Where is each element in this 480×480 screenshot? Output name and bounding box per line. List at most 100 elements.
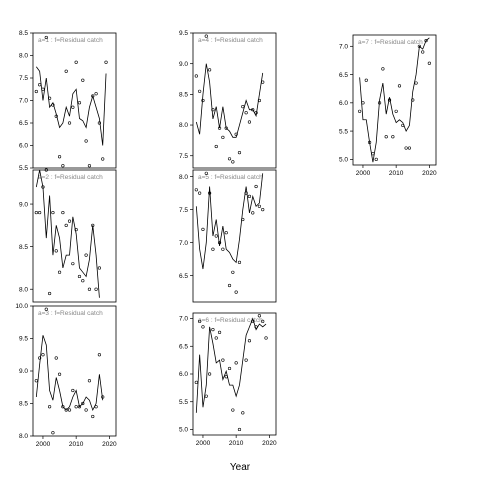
y-tick-label: 8.5: [179, 92, 188, 99]
observed-point: [87, 164, 92, 168]
observed-point: [217, 126, 222, 130]
observed-point: [374, 157, 378, 161]
observed-point: [41, 87, 45, 91]
observed-point: [244, 358, 248, 362]
observed-point: [64, 69, 68, 73]
observed-point: [74, 228, 78, 232]
y-tick-label: 8.0: [179, 174, 188, 181]
observed-point: [204, 34, 208, 38]
observed-point: [34, 379, 38, 383]
panel-frame: [32, 32, 117, 169]
panel-1: a=1 : f=Residual catch 5.5 6.0 6.5 7.0 7.5 8.0…: [19, 30, 117, 172]
panel-title: a=2 : f=Residual catch: [38, 174, 103, 181]
observed-point: [387, 98, 392, 102]
fitted-line: [35, 335, 104, 412]
observed-point: [38, 83, 42, 87]
observed-point: [244, 191, 248, 195]
observed-point: [41, 353, 45, 357]
observed-point: [91, 94, 95, 98]
panel-frame: [352, 34, 437, 166]
observed-point: [237, 260, 242, 265]
y-tick-label: 8.5: [19, 30, 28, 37]
x-axis-label: Year: [230, 462, 251, 473]
observed-point: [101, 395, 105, 399]
observed-point: [227, 157, 232, 161]
y-tick-label: 7.0: [179, 240, 188, 247]
observed-point: [427, 61, 431, 65]
observed-point: [74, 405, 78, 409]
observed-point: [44, 307, 48, 311]
observed-point: [34, 210, 38, 215]
y-tick-label: 5.5: [19, 165, 28, 172]
fitted-line: [35, 66, 107, 146]
observed-point: [397, 84, 402, 88]
observed-point: [261, 319, 265, 323]
observed-point: [57, 372, 62, 376]
y-tick-label: 10.0: [15, 303, 28, 310]
observed-point: [231, 408, 235, 412]
y-tick-label: 9.0: [19, 201, 28, 208]
observed-point: [261, 80, 265, 84]
observed-point: [377, 101, 382, 105]
observed-point: [201, 98, 205, 103]
observed-point: [77, 101, 82, 105]
observed-point: [54, 249, 58, 253]
x-tick-label: 2020: [102, 441, 117, 448]
observed-point: [91, 414, 95, 419]
observed-point: [47, 405, 52, 409]
x-tick-label: 2020: [422, 170, 437, 177]
observed-point: [44, 168, 48, 172]
observed-point: [364, 78, 368, 82]
observed-point: [41, 185, 45, 189]
x-tick-label: 2010: [69, 441, 84, 448]
panel-title: a=1 : f=Residual catch: [38, 37, 103, 44]
observed-point: [414, 81, 418, 85]
observed-point: [234, 361, 238, 365]
observed-point: [47, 96, 52, 100]
y-tick-label: 5.5: [339, 128, 348, 135]
observed-point: [211, 247, 215, 251]
observed-point: [261, 208, 265, 212]
observed-point: [74, 60, 78, 64]
observed-point: [214, 234, 218, 238]
observed-point: [217, 330, 222, 335]
observed-point: [194, 188, 198, 192]
observed-point: [51, 103, 55, 107]
observed-point: [64, 223, 68, 227]
observed-point: [247, 339, 252, 343]
observed-point: [257, 98, 262, 103]
fitted-line: [195, 63, 264, 138]
observed-point: [77, 405, 82, 409]
observed-point: [201, 227, 205, 231]
fitted-line: [35, 169, 100, 298]
observed-point: [97, 121, 101, 125]
observed-point: [51, 210, 55, 215]
observed-point: [204, 394, 208, 398]
observed-point: [44, 35, 48, 40]
y-tick-label: 9.0: [179, 61, 188, 68]
observed-point: [94, 92, 98, 96]
observed-point: [401, 123, 405, 128]
y-tick-label: 6.5: [19, 120, 28, 127]
observed-point: [234, 132, 238, 136]
observed-point: [371, 152, 375, 156]
observed-point: [231, 160, 235, 164]
observed-point: [424, 39, 428, 43]
panel-6: a=3 : f=Residual catch 8.0 8.5 9.0 9.5 10.0 20…: [15, 303, 117, 448]
observed-point: [407, 146, 412, 150]
fitted-line: [195, 317, 267, 413]
observed-point: [211, 328, 215, 332]
observed-point: [217, 241, 222, 245]
observed-point: [54, 114, 58, 118]
observed-point: [71, 262, 75, 266]
panel-title: a=3 : f=Residual catch: [38, 310, 103, 317]
observed-point: [54, 356, 58, 360]
y-tick-label: 6.5: [179, 273, 188, 280]
y-tick-label: 8.0: [179, 122, 188, 129]
x-tick-label: 2000: [36, 441, 51, 448]
observed-point: [257, 314, 262, 318]
observed-point: [67, 121, 72, 125]
y-tick-label: 9.0: [19, 368, 28, 375]
observed-point: [57, 155, 62, 159]
observed-point: [101, 157, 105, 161]
